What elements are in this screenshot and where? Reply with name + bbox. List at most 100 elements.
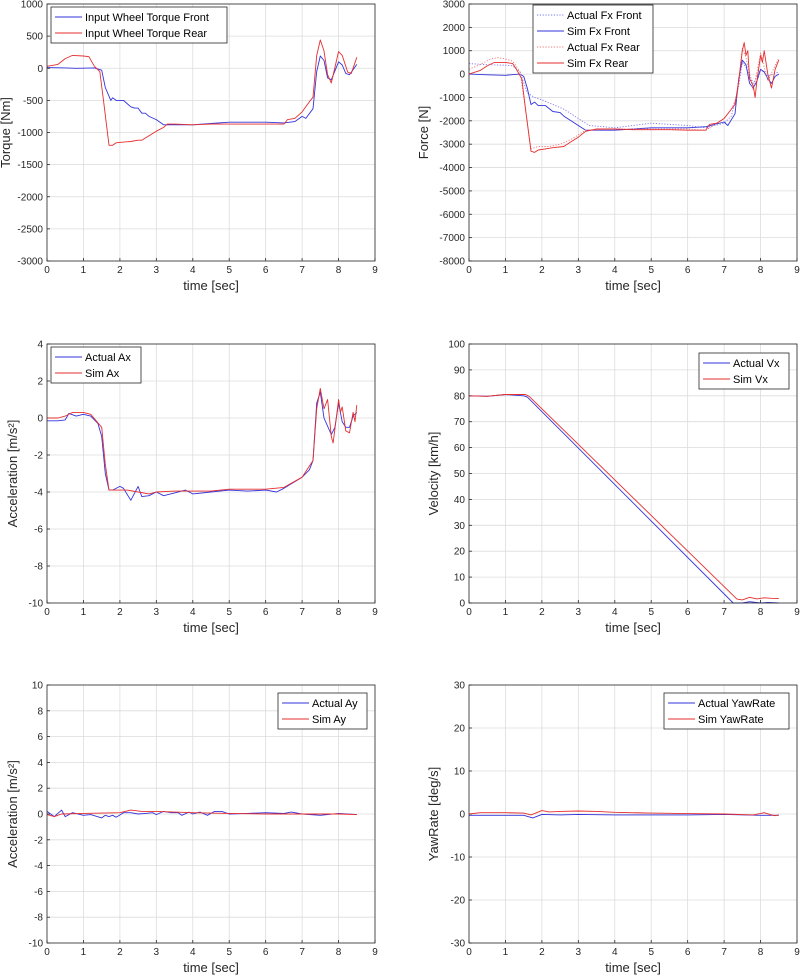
y-tick-label: -6 — [34, 525, 43, 536]
series-line-actual-fx-front — [468, 61, 779, 129]
legend-entry: Actual Ax — [85, 352, 131, 364]
x-tick-label: 8 — [336, 607, 342, 618]
x-tick-label: 4 — [612, 265, 618, 276]
axes-box — [468, 3, 798, 262]
y-axis-label: Acceleration [m/s²] — [5, 420, 20, 528]
x-tick-label: 6 — [263, 947, 269, 958]
y-tick-label: 4 — [37, 758, 43, 769]
x-tick-label: 7 — [299, 947, 305, 958]
series-line-sim-vx — [468, 394, 779, 601]
x-tick-label: 0 — [44, 607, 50, 618]
x-tick-label: 0 — [466, 947, 472, 958]
series-line-sim-yawrate — [468, 810, 779, 817]
x-tick-label: 1 — [503, 607, 509, 618]
x-tick-label: 5 — [226, 607, 232, 618]
x-tick-label: 9 — [794, 607, 800, 618]
y-tick-label: 30 — [454, 521, 466, 532]
y-tick-label: 0 — [37, 64, 43, 75]
x-tick-label: 5 — [648, 947, 654, 958]
y-tick-label: 70 — [454, 417, 466, 428]
x-tick-label: 4 — [612, 947, 618, 958]
legend: Actual YawRate Sim YawRate — [663, 692, 790, 730]
x-tick-label: 5 — [226, 265, 232, 276]
x-tick-label: 7 — [299, 265, 305, 276]
subplot-3: 0 1 2 3 4 5 6 7 8 9 -10 -8 -6 -4 -2 0 2 4 time [sec] Accele… — [5, 340, 378, 636]
x-tick-label: 3 — [576, 607, 582, 618]
x-tick-label: 7 — [721, 947, 727, 958]
y-tick-label: -6 — [34, 887, 43, 898]
x-tick-label: 4 — [190, 947, 196, 958]
y-tick-label: -8000 — [439, 257, 465, 268]
x-tick-label: 4 — [190, 265, 196, 276]
x-tick-label: 1 — [503, 265, 509, 276]
y-tick-label: -2000 — [17, 192, 43, 203]
y-axis-label: Force [N] — [416, 106, 431, 159]
y-tick-label: 0 — [459, 70, 465, 81]
y-tick-label: -6000 — [439, 210, 465, 221]
y-tick-label: -1000 — [439, 93, 465, 104]
series-line-sim-ay — [46, 809, 357, 818]
x-tick-label: 9 — [794, 947, 800, 958]
series-line-sim-fx-rear — [468, 42, 780, 153]
x-tick-label: 0 — [466, 265, 472, 276]
y-tick-label: 40 — [454, 495, 466, 506]
x-tick-label: 2 — [539, 607, 545, 618]
x-tick-label: 9 — [372, 265, 378, 276]
legend: Actual Vx Sim Vx — [698, 352, 790, 390]
x-tick-label: 3 — [576, 265, 582, 276]
y-tick-label: 0 — [37, 810, 43, 821]
y-tick-label: -10 — [29, 939, 44, 950]
y-tick-label: 4 — [37, 340, 43, 351]
x-tick-label: 8 — [758, 607, 764, 618]
legend-box — [50, 346, 142, 384]
y-tick-label: -2500 — [17, 224, 43, 235]
y-tick-label: 10 — [454, 573, 466, 584]
x-tick-label: 3 — [154, 265, 160, 276]
legend-box — [532, 4, 654, 74]
y-tick-label: 20 — [454, 547, 466, 558]
y-tick-label: 1000 — [443, 46, 466, 57]
x-tick-label: 3 — [154, 947, 160, 958]
y-tick-label: -1000 — [17, 128, 43, 139]
x-tick-label: 0 — [44, 265, 50, 276]
x-tick-label: 1 — [81, 947, 87, 958]
legend-entry: Sim Ax — [85, 368, 120, 380]
x-tick-label: 8 — [336, 947, 342, 958]
y-tick-label: 60 — [454, 443, 466, 454]
x-axis-label: time [sec] — [605, 960, 661, 975]
y-tick-label: 3000 — [443, 0, 466, 11]
x-tick-label: 8 — [758, 265, 764, 276]
x-axis-label: time [sec] — [183, 620, 239, 635]
y-tick-label: -1500 — [17, 160, 43, 171]
series-line-actual-yawrate — [469, 813, 779, 819]
y-tick-label: 1000 — [21, 0, 44, 11]
legend-entry: Sim Ay — [312, 714, 347, 726]
legend: Actual Fx Front Sim Fx Front Actual Fx Rea… — [532, 4, 654, 74]
x-tick-label: 1 — [503, 947, 509, 958]
x-tick-label: 2 — [539, 947, 545, 958]
y-tick-label: 10 — [454, 767, 466, 778]
y-tick-label: -5000 — [439, 186, 465, 197]
y-tick-label: 2 — [37, 377, 43, 388]
x-tick-label: 6 — [685, 607, 691, 618]
x-tick-label: 7 — [299, 607, 305, 618]
y-axis-label: Velocity [km/h] — [426, 432, 441, 516]
y-tick-label: -4000 — [439, 163, 465, 174]
x-tick-label: 1 — [81, 607, 87, 618]
x-axis-label: time [sec] — [183, 960, 239, 975]
y-tick-label: 0 — [459, 599, 465, 610]
axes-box — [468, 684, 798, 944]
subplot-2: 0 1 2 3 4 5 6 7 8 9 -8000 -7000 -6000 -5000 -4000 -3000… — [416, 0, 800, 293]
y-tick-label: -3000 — [439, 140, 465, 151]
y-tick-label: -4 — [34, 861, 43, 872]
legend-box — [277, 692, 368, 730]
y-tick-label: 50 — [454, 469, 466, 480]
y-tick-label: 8 — [37, 706, 43, 717]
y-axis-label: YawRate [deg/s] — [426, 767, 441, 861]
x-tick-label: 5 — [648, 607, 654, 618]
x-tick-label: 9 — [372, 607, 378, 618]
y-tick-label: -10 — [451, 853, 466, 864]
x-tick-label: 6 — [685, 265, 691, 276]
y-tick-label: -8 — [34, 913, 43, 924]
